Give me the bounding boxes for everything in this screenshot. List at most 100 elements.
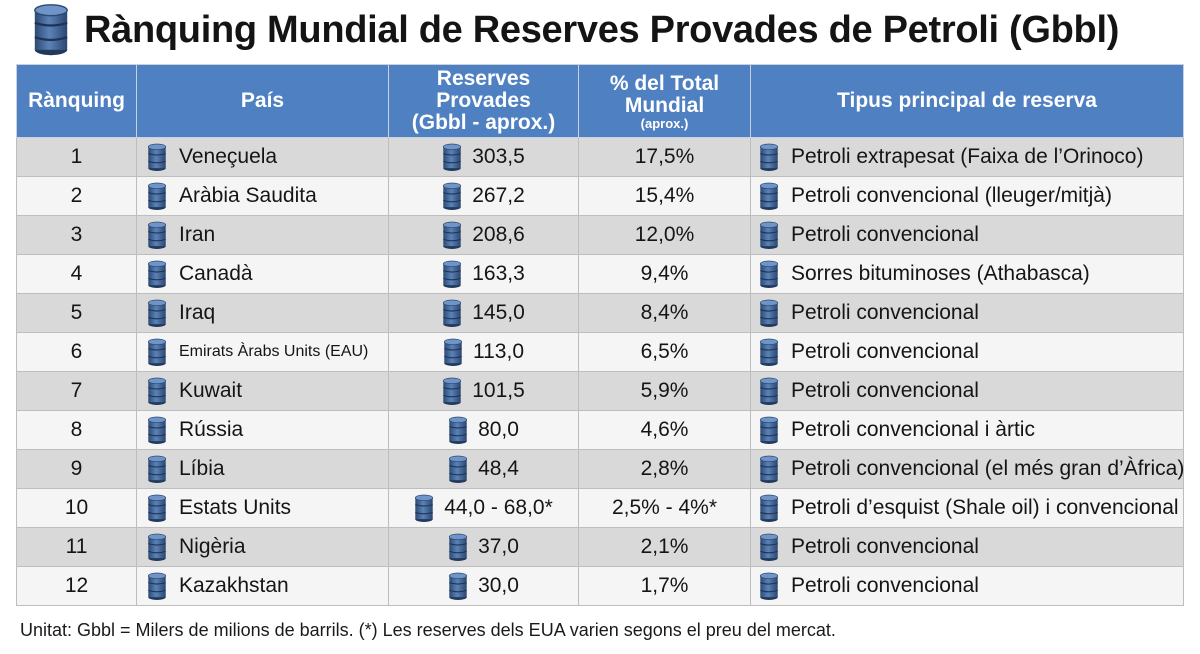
country-cell: Kuwait (136, 371, 389, 411)
reserves-value: 48,4 (478, 457, 519, 480)
header-rank: Rànquing (16, 64, 137, 138)
reserves-cell: 101,5 (388, 371, 579, 411)
table-row: 4 Canadà 163,3 9,4% Sorres bituminoses (… (16, 254, 1184, 294)
percent-cell: 2,8% (578, 449, 751, 489)
oil-barrel-icon (147, 416, 167, 445)
type-cell: Petroli extrapesat (Faixa de l’Orinoco) (750, 137, 1184, 177)
country-name: Rússia (179, 418, 244, 441)
reserves-cell: 145,0 (388, 293, 579, 333)
oil-barrel-icon (759, 377, 779, 406)
oil-barrel-icon (147, 182, 167, 211)
oil-barrel-icon (442, 377, 462, 406)
rank-cell: 7 (16, 371, 137, 411)
rank-cell: 1 (16, 137, 137, 177)
country-cell: Kazakhstan (136, 566, 389, 606)
type-cell: Petroli convencional (750, 293, 1184, 333)
table-body: 1 Veneçuela 303,5 17,5% Petroli extrapes… (16, 137, 1185, 606)
oil-barrel-icon (443, 338, 463, 367)
reserves-cell: 48,4 (388, 449, 579, 489)
country-cell: Canadà (136, 254, 389, 294)
reserve-type: Petroli extrapesat (Faixa de l’Orinoco) (791, 145, 1144, 168)
country-name: Kazakhstan (179, 574, 289, 597)
table-row: 8 Rússia 80,0 4,6% Petroli convencional … (16, 410, 1184, 450)
reserves-value: 44,0 - 68,0* (444, 496, 553, 519)
rank-cell: 9 (16, 449, 137, 489)
rank-cell: 8 (16, 410, 137, 450)
footnote: Unitat: Gbbl = Milers de milions de barr… (20, 620, 836, 640)
table-row: 5 Iraq 145,0 8,4% Petroli convencional (16, 293, 1184, 333)
oil-barrel-icon (147, 338, 167, 367)
reserve-type: Petroli d’esquist (Shale oil) i convenci… (791, 496, 1179, 519)
type-cell: Petroli convencional (750, 215, 1184, 255)
oil-barrel-icon (147, 494, 167, 523)
country-cell: Líbia (136, 449, 389, 489)
country-name: Iran (179, 223, 216, 246)
type-cell: Petroli convencional (750, 332, 1184, 372)
reserve-type: Petroli convencional (791, 340, 979, 363)
reserve-type: Petroli convencional (el més gran d’Àfri… (791, 457, 1185, 480)
table-row: 6 Emirats Àrabs Units (EAU) 113,0 6,5% P… (16, 332, 1184, 372)
type-cell: Petroli convencional (el més gran d’Àfri… (750, 449, 1185, 489)
percent-cell: 2,1% (578, 527, 751, 567)
rank-cell: 10 (16, 488, 137, 528)
oil-barrel-icon (147, 377, 167, 406)
percent-cell: 5,9% (578, 371, 751, 411)
country-cell: Iraq (136, 293, 389, 333)
country-cell: Rússia (136, 410, 389, 450)
percent-cell: 9,4% (578, 254, 751, 294)
rank-cell: 4 (16, 254, 137, 294)
reserves-value: 113,0 (473, 340, 524, 363)
reserves-cell: 37,0 (388, 527, 579, 567)
table-row: 3 Iran 208,6 12,0% Petroli convencional (16, 215, 1184, 255)
oil-barrel-icon (759, 143, 779, 172)
title-bar: Rànquing Mundial de Reserves Provades de… (30, 0, 1190, 60)
header-reserves-line1: Reserves Provades (436, 67, 531, 112)
country-name: Líbia (179, 457, 225, 480)
table-row: 11 Nigèria 37,0 2,1% Petroli convenciona… (16, 527, 1184, 567)
oil-barrel-icon (759, 221, 779, 250)
header-type: Tipus principal de reserva (750, 64, 1184, 138)
reserves-value: 145,0 (472, 301, 525, 324)
oil-barrel-icon (442, 221, 462, 250)
reserves-value: 163,3 (472, 262, 525, 285)
reserves-cell: 267,2 (388, 176, 579, 216)
reserves-value: 80,0 (478, 418, 519, 441)
country-cell: Veneçuela (136, 137, 389, 177)
reserves-cell: 30,0 (388, 566, 579, 606)
oil-barrel-icon (442, 182, 462, 211)
reserves-value: 267,2 (472, 184, 525, 207)
page-title: Rànquing Mundial de Reserves Provades de… (84, 8, 1120, 51)
oil-barrel-icon (147, 455, 167, 484)
reserves-cell: 113,0 (388, 332, 579, 372)
reserves-cell: 80,0 (388, 410, 579, 450)
type-cell: Petroli convencional (750, 566, 1184, 606)
header-reserves: Reserves Provades (Gbbl - aprox.) (388, 64, 579, 138)
percent-cell: 12,0% (578, 215, 751, 255)
country-cell: Aràbia Saudita (136, 176, 389, 216)
rank-cell: 12 (16, 566, 137, 606)
type-cell: Petroli convencional (lleuger/mitjà) (750, 176, 1184, 216)
type-cell: Petroli convencional (750, 527, 1184, 567)
header-percent-line1: % del Total (609, 71, 720, 95)
oil-barrel-icon (759, 494, 779, 523)
country-cell: Iran (136, 215, 389, 255)
oil-barrel-icon (448, 533, 468, 562)
rank-cell: 3 (16, 215, 137, 255)
percent-cell: 2,5% - 4%* (578, 488, 751, 528)
oil-barrel-icon (759, 533, 779, 562)
reserves-value: 37,0 (478, 535, 519, 558)
rank-cell: 5 (16, 293, 137, 333)
percent-cell: 15,4% (578, 176, 751, 216)
country-name: Nigèria (179, 535, 246, 558)
country-name: Estats Units (179, 496, 292, 519)
reserves-value: 208,6 (472, 223, 525, 246)
reserves-table: Rànquing País Reserves Provades (Gbbl - … (16, 64, 1184, 606)
country-name: Kuwait (179, 379, 243, 402)
reserve-type: Petroli convencional (lleuger/mitjà) (791, 184, 1112, 207)
reserve-type: Sorres bituminoses (Athabasca) (791, 262, 1090, 285)
header-percent-line3: (aprox.) (640, 115, 689, 131)
oil-barrel-icon (147, 260, 167, 289)
type-cell: Sorres bituminoses (Athabasca) (750, 254, 1184, 294)
reserves-cell: 208,6 (388, 215, 579, 255)
oil-barrel-icon (448, 455, 468, 484)
